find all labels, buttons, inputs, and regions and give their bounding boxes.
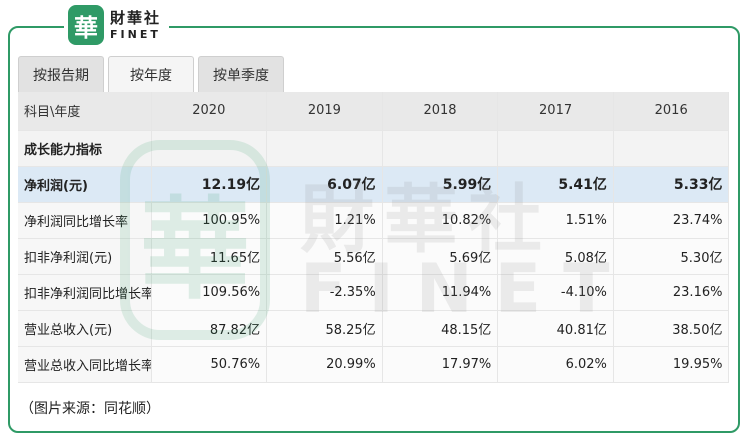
value-cell: 100.95% bbox=[151, 202, 268, 239]
value-cell: 48.15亿 bbox=[382, 310, 499, 347]
logo-name-cn: 財華社 bbox=[110, 8, 162, 27]
value-cell: -2.35% bbox=[266, 274, 383, 311]
header-cell-year: 2017 bbox=[497, 92, 614, 131]
financial-table: 科目\年度 2020 2019 2018 2017 2016 成长能力指标 净利… bbox=[18, 92, 729, 383]
section-label: 成长能力指标 bbox=[18, 130, 152, 167]
value-cell: 1.51% bbox=[497, 202, 614, 239]
period-tabs: 按报告期 按年度 按单季度 bbox=[18, 56, 284, 92]
value-cell: 50.76% bbox=[151, 346, 268, 383]
value-cell: 23.16% bbox=[613, 274, 729, 311]
value-cell: 5.33亿 bbox=[613, 166, 729, 203]
value-cell: 40.81亿 bbox=[497, 310, 614, 347]
table-row: 扣非净利润(元) 11.65亿 5.56亿 5.69亿 5.08亿 5.30亿 bbox=[18, 238, 729, 275]
tab-by-year[interactable]: 按年度 bbox=[108, 56, 194, 92]
image-source-caption: （图片来源：同花顺） bbox=[20, 401, 160, 417]
header-cell-year: 2019 bbox=[266, 92, 383, 131]
value-cell: 6.07亿 bbox=[266, 166, 383, 203]
value-cell: 58.25亿 bbox=[266, 310, 383, 347]
row-label: 营业总收入(元) bbox=[18, 310, 152, 347]
row-label: 净利润同比增长率 bbox=[18, 202, 152, 239]
row-label: 扣非净利润同比增长率 bbox=[18, 274, 152, 311]
value-cell: 87.82亿 bbox=[151, 310, 268, 347]
value-cell: 6.02% bbox=[497, 346, 614, 383]
value-cell: 11.94% bbox=[382, 274, 499, 311]
table-row: 营业总收入(元) 87.82亿 58.25亿 48.15亿 40.81亿 38.50亿 bbox=[18, 310, 729, 347]
logo-seal: 華 bbox=[68, 5, 104, 45]
row-label: 净利润(元) bbox=[18, 166, 152, 203]
value-cell: 5.08亿 bbox=[497, 238, 614, 275]
table-row: 净利润(元) 12.19亿 6.07亿 5.99亿 5.41亿 5.33亿 bbox=[18, 166, 729, 203]
header-cell-subject: 科目\年度 bbox=[18, 92, 152, 131]
value-cell: 23.74% bbox=[613, 202, 729, 239]
header-cell-year: 2020 bbox=[151, 92, 268, 131]
financial-table-wrapper: 科目\年度 2020 2019 2018 2017 2016 成长能力指标 净利… bbox=[18, 92, 729, 385]
table-row: 扣非净利润同比增长率 109.56% -2.35% 11.94% -4.10% 23.16… bbox=[18, 274, 729, 311]
section-row-growth: 成长能力指标 bbox=[18, 130, 729, 167]
logo-name-en: FINET bbox=[110, 27, 161, 41]
row-label: 营业总收入同比增长率 bbox=[18, 346, 152, 383]
table-row: 营业总收入同比增长率 50.76% 20.99% 17.97% 6.02% 19.95% bbox=[18, 346, 729, 383]
value-cell: 11.65亿 bbox=[151, 238, 268, 275]
value-cell: 5.41亿 bbox=[497, 166, 614, 203]
value-cell: -4.10% bbox=[497, 274, 614, 311]
value-cell: 5.30亿 bbox=[613, 238, 729, 275]
table-row: 净利润同比增长率 100.95% 1.21% 10.82% 1.51% 23.74% bbox=[18, 202, 729, 239]
tab-by-quarter[interactable]: 按单季度 bbox=[198, 56, 284, 92]
value-cell: 20.99% bbox=[266, 346, 383, 383]
value-cell: 5.56亿 bbox=[266, 238, 383, 275]
value-cell: 10.82% bbox=[382, 202, 499, 239]
tab-by-report-period[interactable]: 按报告期 bbox=[18, 56, 104, 92]
table-header-row: 科目\年度 2020 2019 2018 2017 2016 bbox=[18, 92, 729, 131]
value-cell: 12.19亿 bbox=[151, 166, 268, 203]
logo-text: 財華社 FINET bbox=[110, 8, 162, 41]
value-cell: 1.21% bbox=[266, 202, 383, 239]
value-cell: 17.97% bbox=[382, 346, 499, 383]
finet-logo: 華 財華社 FINET bbox=[64, 4, 170, 46]
value-cell: 5.69亿 bbox=[382, 238, 499, 275]
header-cell-year: 2018 bbox=[382, 92, 499, 131]
value-cell: 109.56% bbox=[151, 274, 268, 311]
value-cell: 38.50亿 bbox=[613, 310, 729, 347]
header-cell-year: 2016 bbox=[613, 92, 729, 131]
value-cell: 19.95% bbox=[613, 346, 729, 383]
value-cell: 5.99亿 bbox=[382, 166, 499, 203]
content-frame bbox=[8, 26, 740, 433]
row-label: 扣非净利润(元) bbox=[18, 238, 152, 275]
